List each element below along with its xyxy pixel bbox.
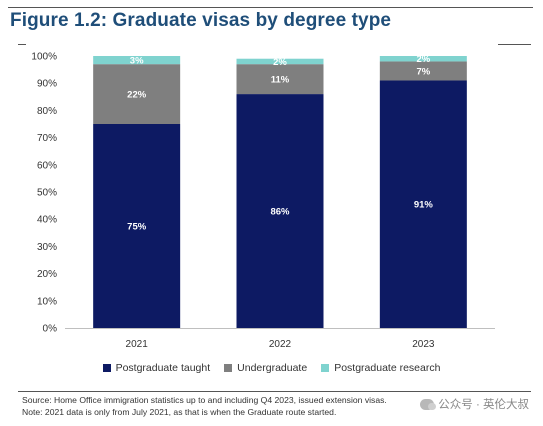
- y-tick-label: 30%: [37, 242, 57, 253]
- data-label: 75%: [127, 222, 147, 233]
- data-label: 3%: [130, 56, 144, 67]
- bar-segment: [93, 124, 181, 328]
- date-note: Note: 2021 data is only from July 2021, …: [22, 406, 337, 417]
- watermark-text: 公众号 · 英伦大叔: [438, 399, 529, 411]
- data-label: 11%: [271, 75, 290, 86]
- bar-segment: [236, 64, 324, 95]
- watermark: 公众号 · 英伦大叔: [420, 396, 529, 412]
- y-tick-label: 10%: [37, 296, 57, 307]
- bar-segment: [236, 94, 324, 328]
- top-rule: [8, 7, 533, 8]
- x-tick-label: 2023: [412, 339, 435, 350]
- source-note: Source: Home Office immigration statisti…: [22, 395, 387, 405]
- y-tick-label: 90%: [37, 79, 57, 90]
- y-tick-label: 0%: [43, 324, 58, 335]
- bar-segment: [93, 64, 181, 124]
- data-label: 86%: [270, 207, 290, 218]
- footer-rule: [18, 391, 531, 392]
- footnotes: Source: Home Office immigration statisti…: [22, 395, 387, 418]
- y-tick-label: 40%: [37, 215, 57, 226]
- x-tick-label: 2022: [269, 339, 292, 350]
- legend-item-postgraduate-taught: Postgraduate taught: [102, 362, 211, 374]
- wechat-icon: [420, 398, 437, 410]
- legend-swatch-postgraduate-taught: [102, 364, 111, 372]
- data-label: 2%: [273, 57, 287, 68]
- header-rule-right: [498, 44, 531, 45]
- y-tick-label: 100%: [31, 52, 57, 63]
- bar-segment: [379, 80, 467, 328]
- x-tick-label: 2021: [126, 339, 149, 350]
- header-rule-left: [18, 44, 26, 45]
- y-tick-label: 50%: [37, 188, 57, 199]
- figure-title: Figure 1.2: Graduate visas by degree typ…: [10, 10, 392, 31]
- bar-segment: [379, 61, 467, 81]
- data-label: 2%: [416, 54, 430, 65]
- legend-swatch-undergraduate: [224, 364, 233, 372]
- y-tick-label: 70%: [37, 133, 57, 144]
- legend-label-postgraduate-taught: Postgraduate taught: [115, 362, 211, 374]
- data-label: 91%: [414, 200, 434, 211]
- legend-label-postgraduate-research: Postgraduate research: [334, 362, 441, 374]
- data-label: 22%: [127, 90, 147, 101]
- y-tick-label: 60%: [37, 160, 57, 171]
- y-tick-label: 20%: [37, 269, 57, 280]
- data-label: 7%: [416, 66, 430, 77]
- legend-swatch-postgraduate-research: [321, 364, 330, 372]
- bar-segment: [379, 56, 467, 62]
- bar-segment: [93, 56, 181, 65]
- legend-item-postgraduate-research: Postgraduate research: [321, 362, 440, 374]
- legend-item-undergraduate: Undergraduate: [224, 362, 307, 374]
- stacked-bar-chart: 0% 10% 20% 30% 40% 50% 60% 70% 80% 90% 100% 75% 22% 3…: [31, 52, 495, 350]
- y-tick-label: 80%: [37, 106, 57, 117]
- chart-legend: Postgraduate taught Undergraduate Postgr…: [0, 362, 543, 374]
- bar-segment: [236, 58, 324, 65]
- legend-label-undergraduate: Undergraduate: [237, 362, 308, 374]
